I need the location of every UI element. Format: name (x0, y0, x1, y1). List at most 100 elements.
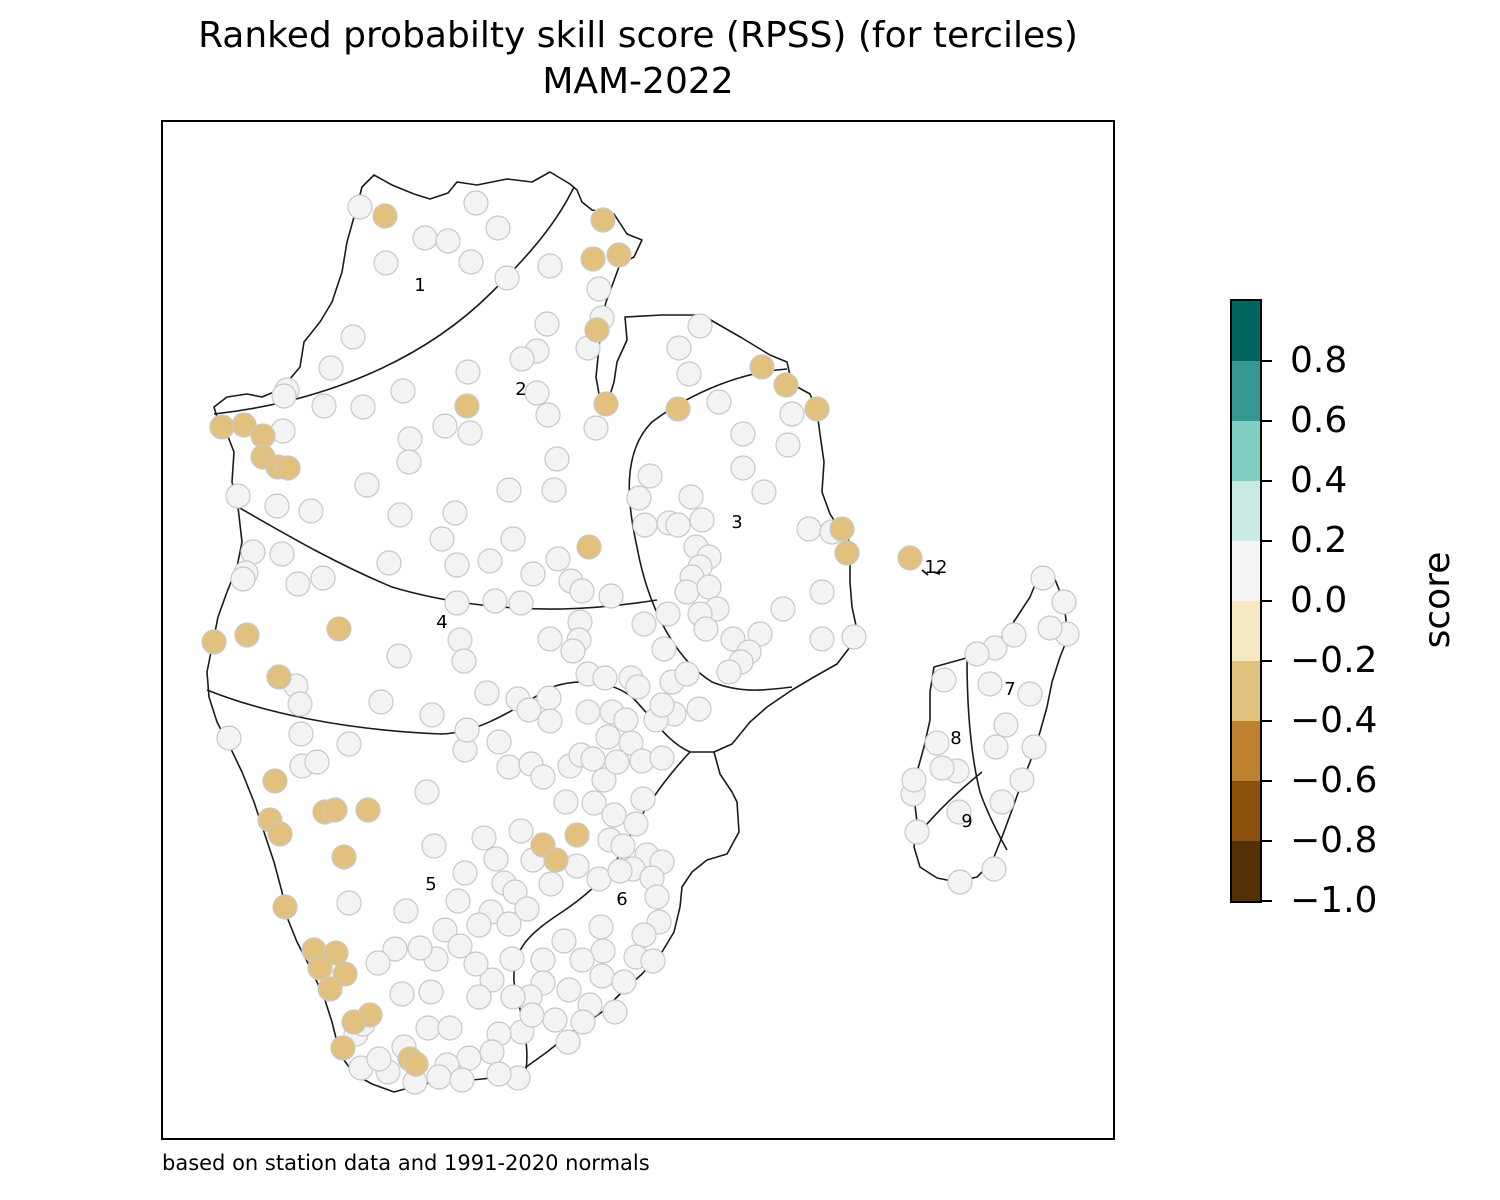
station-marker-neutral (516, 697, 542, 723)
station-marker-neutral (530, 947, 556, 973)
station-marker-neutral (607, 858, 633, 884)
station-marker-neutral (336, 890, 362, 916)
colorbar-tick (1260, 540, 1272, 542)
station-marker-neutral (591, 767, 617, 793)
station-marker-neutral (482, 588, 508, 614)
station-marker-neutral (809, 579, 835, 605)
station-markers (201, 190, 1080, 1095)
station-marker-neutral (271, 383, 297, 409)
station-marker-neutral (1001, 622, 1027, 648)
station-marker-neutral (432, 917, 458, 943)
colorbar-tick-label: −1.0 (1290, 880, 1378, 921)
station-marker-neutral (471, 825, 497, 851)
station-marker-neutral (676, 361, 702, 387)
station-marker-neutral (421, 833, 447, 859)
station-marker-neutral (500, 984, 526, 1010)
station-marker-neutral (983, 734, 1009, 760)
colorbar-tick (1260, 840, 1272, 842)
station-marker-neutral (589, 963, 615, 989)
station-marker-negative (331, 844, 357, 870)
station-marker-neutral (537, 253, 563, 279)
station-marker-neutral (583, 415, 609, 441)
station-marker-neutral (285, 571, 311, 597)
colorbar (1230, 299, 1262, 903)
station-marker-neutral (644, 884, 670, 910)
colorbar-segment (1232, 421, 1260, 481)
station-marker-neutral (452, 860, 478, 886)
station-marker-neutral (665, 512, 691, 538)
station-marker-neutral (496, 911, 522, 937)
station-marker-neutral (454, 717, 480, 743)
station-marker-neutral (841, 624, 867, 650)
colorbar-tick-label: 0.8 (1290, 340, 1348, 381)
station-marker-neutral (981, 856, 1007, 882)
station-marker-neutral (590, 938, 616, 964)
station-marker-neutral (580, 746, 606, 772)
station-marker-neutral (264, 493, 290, 519)
station-marker-neutral (500, 526, 526, 552)
colorbar-tick-label: 0.6 (1290, 400, 1348, 441)
station-marker-neutral (809, 626, 835, 652)
station-marker-neutral (458, 249, 484, 275)
station-marker-neutral (368, 689, 394, 715)
colorbar-tick-label: −0.6 (1290, 760, 1378, 801)
station-marker-neutral (649, 745, 675, 771)
station-marker-neutral (509, 346, 535, 372)
station-marker-neutral (1051, 589, 1077, 615)
station-marker-neutral (651, 636, 677, 662)
station-marker-neutral (964, 641, 990, 667)
station-marker-neutral (447, 933, 473, 959)
region-label-7: 7 (1004, 679, 1015, 700)
station-marker-neutral (560, 638, 586, 664)
station-marker-neutral (447, 627, 473, 653)
station-marker-negative (593, 391, 619, 417)
station-marker-negative (307, 955, 333, 981)
station-marker-neutral (496, 477, 522, 503)
station-marker-negative (330, 1035, 356, 1061)
station-marker-neutral (449, 1067, 475, 1093)
map-subtitle: MAM-2022 (542, 61, 734, 102)
station-marker-neutral (288, 721, 314, 747)
station-marker-negative (773, 372, 799, 398)
colorbar-tick-label: 0.0 (1290, 580, 1348, 621)
station-marker-negative (804, 396, 830, 422)
station-marker-negative (266, 664, 292, 690)
station-marker-neutral (479, 1039, 505, 1065)
station-marker-neutral (947, 869, 973, 895)
map-canvas: 1 2 3 4 5 6 7 8 9 12 (201, 171, 1080, 1095)
station-marker-negative (829, 516, 855, 542)
station-marker-negative (332, 961, 358, 987)
station-marker-neutral (414, 779, 440, 805)
station-marker-neutral (390, 378, 416, 404)
station-marker-neutral (555, 1029, 581, 1055)
station-marker-neutral (432, 413, 458, 439)
station-marker-neutral (442, 500, 468, 526)
colorbar-tick (1260, 360, 1272, 362)
station-marker-neutral (537, 626, 563, 652)
station-marker-neutral (310, 565, 336, 591)
station-marker-neutral (373, 250, 399, 276)
station-marker-neutral (499, 946, 525, 972)
station-marker-negative (317, 976, 343, 1002)
station-marker-neutral (655, 601, 681, 627)
station-marker-neutral (407, 935, 433, 961)
station-marker-neutral (336, 731, 362, 757)
station-marker-neutral (588, 914, 614, 940)
station-marker-negative (606, 242, 632, 268)
colorbar-segment (1232, 781, 1260, 841)
station-marker-neutral (796, 516, 822, 542)
station-marker-neutral (751, 479, 777, 505)
station-marker-neutral (730, 455, 756, 481)
station-marker-neutral (630, 786, 656, 812)
station-marker-neutral (387, 502, 413, 528)
station-marker-neutral (556, 977, 582, 1003)
station-marker-negative (372, 203, 398, 229)
colorbar-tick-label: −0.8 (1290, 820, 1378, 861)
colorbar-tick (1260, 420, 1272, 422)
region-label-9: 9 (961, 811, 972, 832)
station-marker-neutral (775, 432, 801, 458)
colorbar-tick-label: −0.4 (1290, 700, 1378, 741)
station-marker-neutral (386, 643, 412, 669)
station-marker-neutral (901, 767, 927, 793)
station-marker-negative (272, 894, 298, 920)
